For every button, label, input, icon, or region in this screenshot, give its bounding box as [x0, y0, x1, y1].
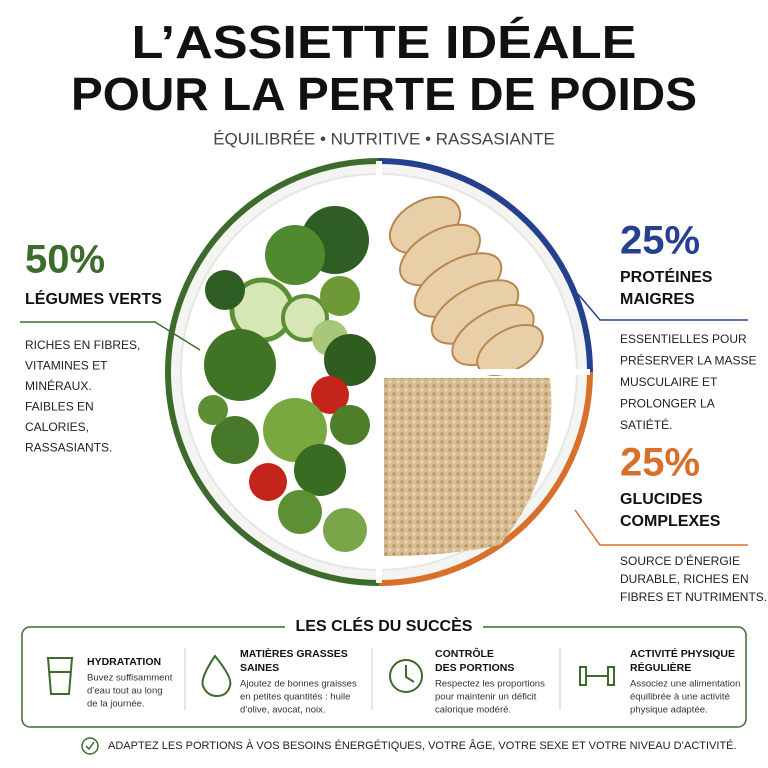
tip-title: RÉGULIÈRE — [630, 661, 691, 674]
section-description: PROLONGER LA — [620, 397, 715, 411]
tip-title: CONTRÔLE — [435, 647, 494, 660]
callout-line — [577, 293, 748, 321]
footer-note: ADAPTEZ LES PORTIONS À VOS BESOINS ÉNERG… — [108, 739, 737, 752]
section-description: SOURCE D’ÉNERGIE — [620, 553, 740, 568]
section-label: PROTÉINES — [620, 267, 713, 286]
section-description: VITAMINES ET — [25, 359, 108, 373]
tip-icons — [46, 654, 615, 698]
section-description: MINÉRAUX. — [25, 378, 92, 393]
subtitle: ÉQUILIBRÉE • NUTRITIVE • RASSASIANTE — [213, 129, 555, 148]
tip-text: calorique modéré. — [435, 705, 511, 716]
section-description: DURABLE, RICHES EN — [620, 572, 749, 586]
tip-text: Respectez les proportions — [435, 679, 545, 690]
callout-line — [20, 321, 201, 351]
section-label: GLUCIDES — [620, 491, 703, 508]
section-label: COMPLEXES — [620, 513, 721, 530]
tip-title: ACTIVITÉ PHYSIQUE — [630, 647, 735, 660]
tip-text: Ajoutez de bonnes graisses — [240, 679, 357, 690]
title: POUR LA PERTE DE POIDS — [71, 68, 697, 120]
tip-text: Associez une alimentation — [630, 679, 740, 690]
tip-text: de la journée. — [87, 699, 145, 710]
tip-text: équilibrée à une activité — [630, 692, 730, 703]
plate — [165, 158, 593, 586]
section-description: CALORIES, — [25, 420, 89, 434]
title: L’ASSIETTE IDÉALE — [132, 16, 637, 68]
tip-title: SAINES — [240, 662, 279, 674]
section-percent: 50% — [25, 238, 105, 282]
section-description: FAIBLES EN — [25, 400, 94, 414]
section-description: RICHES EN FIBRES, — [25, 338, 140, 352]
section-description: ESSENTIELLES POUR — [620, 332, 747, 346]
section-description: PRÉSERVER LA MASSE — [620, 353, 757, 368]
tip-text: d’olive, avocat, noix. — [240, 705, 326, 716]
tip-title: HYDRATATION — [87, 656, 161, 668]
section-description: FIBRES ET NUTRIMENTS. — [620, 590, 767, 604]
tip-text: pour maintenir un déficit — [435, 692, 537, 703]
section-label: MAIGRES — [620, 291, 695, 308]
tips-title: LES CLÉS DU SUCCÈS — [296, 616, 473, 635]
tip-text: Buvez suffisamment — [87, 673, 173, 684]
section-label: LÉGUMES VERTS — [25, 289, 162, 308]
section-percent: 25% — [620, 441, 700, 485]
section-description: MUSCULAIRE ET — [620, 375, 718, 389]
tips-title-bg — [285, 617, 483, 637]
callout-line — [574, 509, 748, 546]
section-description: RASSASIANTS. — [25, 441, 112, 455]
section-percent: 25% — [620, 219, 700, 263]
section-description: SATIÉTÉ. — [620, 417, 672, 432]
tip-text: d’eau tout au long — [87, 686, 163, 697]
tip-text: physique adaptée. — [630, 705, 708, 716]
tip-title: DES PORTIONS — [435, 662, 514, 674]
check-icon — [81, 737, 99, 755]
tip-text: en petites quantités : huile — [240, 692, 350, 703]
tip-title: MATIÈRES GRASSES — [240, 647, 348, 660]
